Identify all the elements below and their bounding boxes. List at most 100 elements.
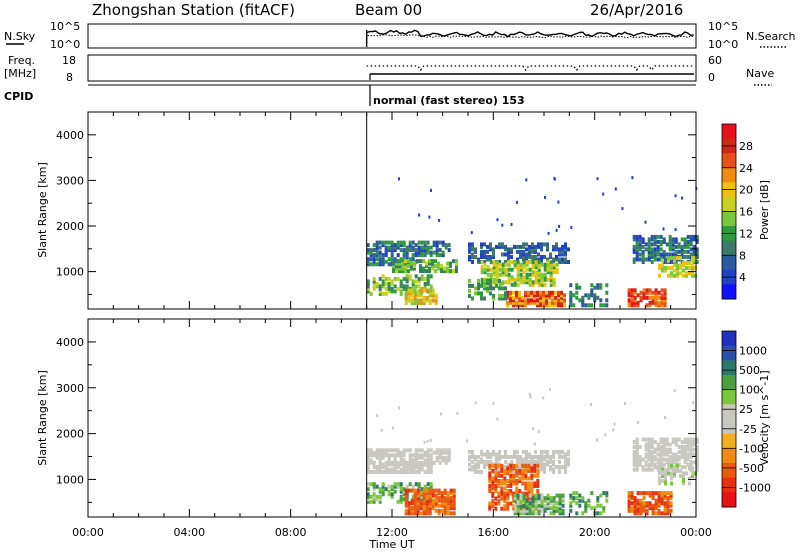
heatmap-cell [555, 262, 559, 267]
heatmap-cell [540, 459, 543, 464]
heatmap-cell [507, 255, 510, 259]
heatmap-cell [669, 503, 673, 508]
heatmap-cell [683, 437, 687, 442]
heatmap-cell [682, 476, 685, 481]
heatmap-cell [673, 473, 676, 478]
heatmap-cell [438, 460, 442, 465]
heatmap-cell [384, 465, 388, 469]
heatmap-cell [636, 498, 640, 503]
heatmap-cell [537, 257, 540, 262]
heatmap-cell [558, 459, 561, 464]
heatmap-cell [503, 481, 507, 486]
heatmap-cell [663, 290, 667, 295]
heatmap-cell [552, 270, 556, 275]
heatmap-cell [516, 508, 520, 513]
heatmap-cell [384, 460, 388, 465]
heatmap-cell [429, 250, 433, 255]
heatmap-cell [416, 301, 420, 305]
heatmap-cell [534, 277, 538, 282]
heatmap-cell [428, 288, 432, 293]
heatmap-cell [683, 249, 687, 254]
heatmap-cell [564, 462, 567, 467]
heatmap-cell [677, 242, 681, 247]
heatmap-cell [558, 452, 561, 457]
heatmap-cell [658, 266, 661, 271]
heatmap-cell [638, 460, 642, 465]
colorbar-swatch [722, 196, 736, 212]
heatmap-cell [399, 489, 403, 494]
heatmap-cell [443, 266, 446, 271]
heatmap-cell [557, 200, 560, 204]
heatmap-cell [396, 253, 400, 258]
heatmap-cell [534, 506, 538, 511]
heatmap-cell [375, 450, 379, 455]
heatmap-cell [587, 503, 591, 508]
heatmap-cell [381, 262, 385, 267]
heatmap-cell [686, 242, 690, 247]
heatmap-cell [587, 498, 591, 503]
heatmap-cell [680, 450, 684, 455]
heatmap-cell [411, 245, 415, 250]
heatmap-cell [366, 470, 370, 474]
heatmap-cell [522, 498, 526, 503]
heatmap-cell [440, 496, 444, 501]
heatmap-cell [524, 481, 528, 486]
heatmap-cell [605, 283, 609, 288]
heatmap-cell [483, 249, 486, 254]
heatmap-cell [495, 277, 499, 282]
heatmap-cell [654, 506, 658, 511]
heatmap-cell [650, 249, 654, 254]
heatmap-cell [683, 244, 687, 249]
heatmap-cell [540, 260, 543, 264]
heatmap-cell [483, 267, 487, 272]
heatmap-cell [596, 498, 600, 503]
heatmap-cell [635, 239, 639, 244]
heatmap-cell [428, 261, 431, 266]
heatmap-cell [683, 237, 687, 242]
heatmap-cell [522, 260, 526, 265]
heatmap-cell [530, 489, 534, 493]
heatmap-cell [686, 447, 690, 452]
heatmap-cell [372, 492, 376, 497]
heatmap-cell [689, 445, 693, 449]
heatmap-cell [534, 247, 537, 252]
heatmap-cell [596, 503, 600, 508]
heatmap-cell [670, 473, 673, 478]
heatmap-cell [375, 281, 379, 286]
heatmap-cell [416, 491, 420, 496]
heatmap-cell [543, 277, 547, 282]
heatmap-cell [680, 255, 684, 259]
heatmap-cell [639, 506, 643, 511]
heatmap-cell [584, 508, 588, 513]
heatmap-cell [682, 273, 685, 278]
heatmap-cell [688, 261, 691, 266]
heatmap-cell [537, 262, 541, 267]
power-ylabel: Slant Range [km] [36, 162, 49, 258]
heatmap-cell [547, 231, 550, 235]
heatmap-cell [428, 298, 432, 303]
heatmap-cell [393, 489, 397, 494]
heatmap-cell [651, 511, 655, 516]
heatmap-cell [399, 482, 403, 487]
heatmap-cell [501, 242, 504, 247]
heatmap-cell [531, 462, 534, 467]
heatmap-cell [428, 266, 431, 271]
heatmap-cell [682, 481, 685, 486]
heatmap-cell [518, 300, 521, 305]
colorbar-tick-label: 28 [739, 140, 753, 153]
heatmap-cell [405, 250, 409, 255]
heatmap-cell [636, 300, 640, 305]
heatmap-cell [408, 467, 412, 472]
heatmap-cell [381, 487, 385, 492]
heatmap-cell [533, 290, 536, 295]
heatmap-cell [407, 508, 411, 513]
heatmap-cell [438, 455, 442, 460]
heatmap-cell [396, 462, 400, 467]
heatmap-cell [435, 455, 439, 460]
heatmap-cell [524, 293, 527, 298]
heatmap-cell [494, 486, 498, 491]
heatmap-cell [449, 261, 452, 266]
heatmap-cell [434, 501, 438, 506]
colorbar-swatch [722, 404, 736, 420]
heatmap-cell [429, 465, 433, 469]
